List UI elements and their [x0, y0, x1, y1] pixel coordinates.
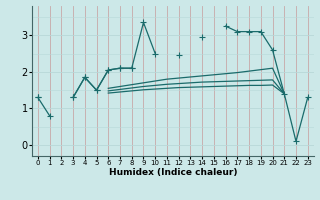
X-axis label: Humidex (Indice chaleur): Humidex (Indice chaleur)	[108, 168, 237, 177]
